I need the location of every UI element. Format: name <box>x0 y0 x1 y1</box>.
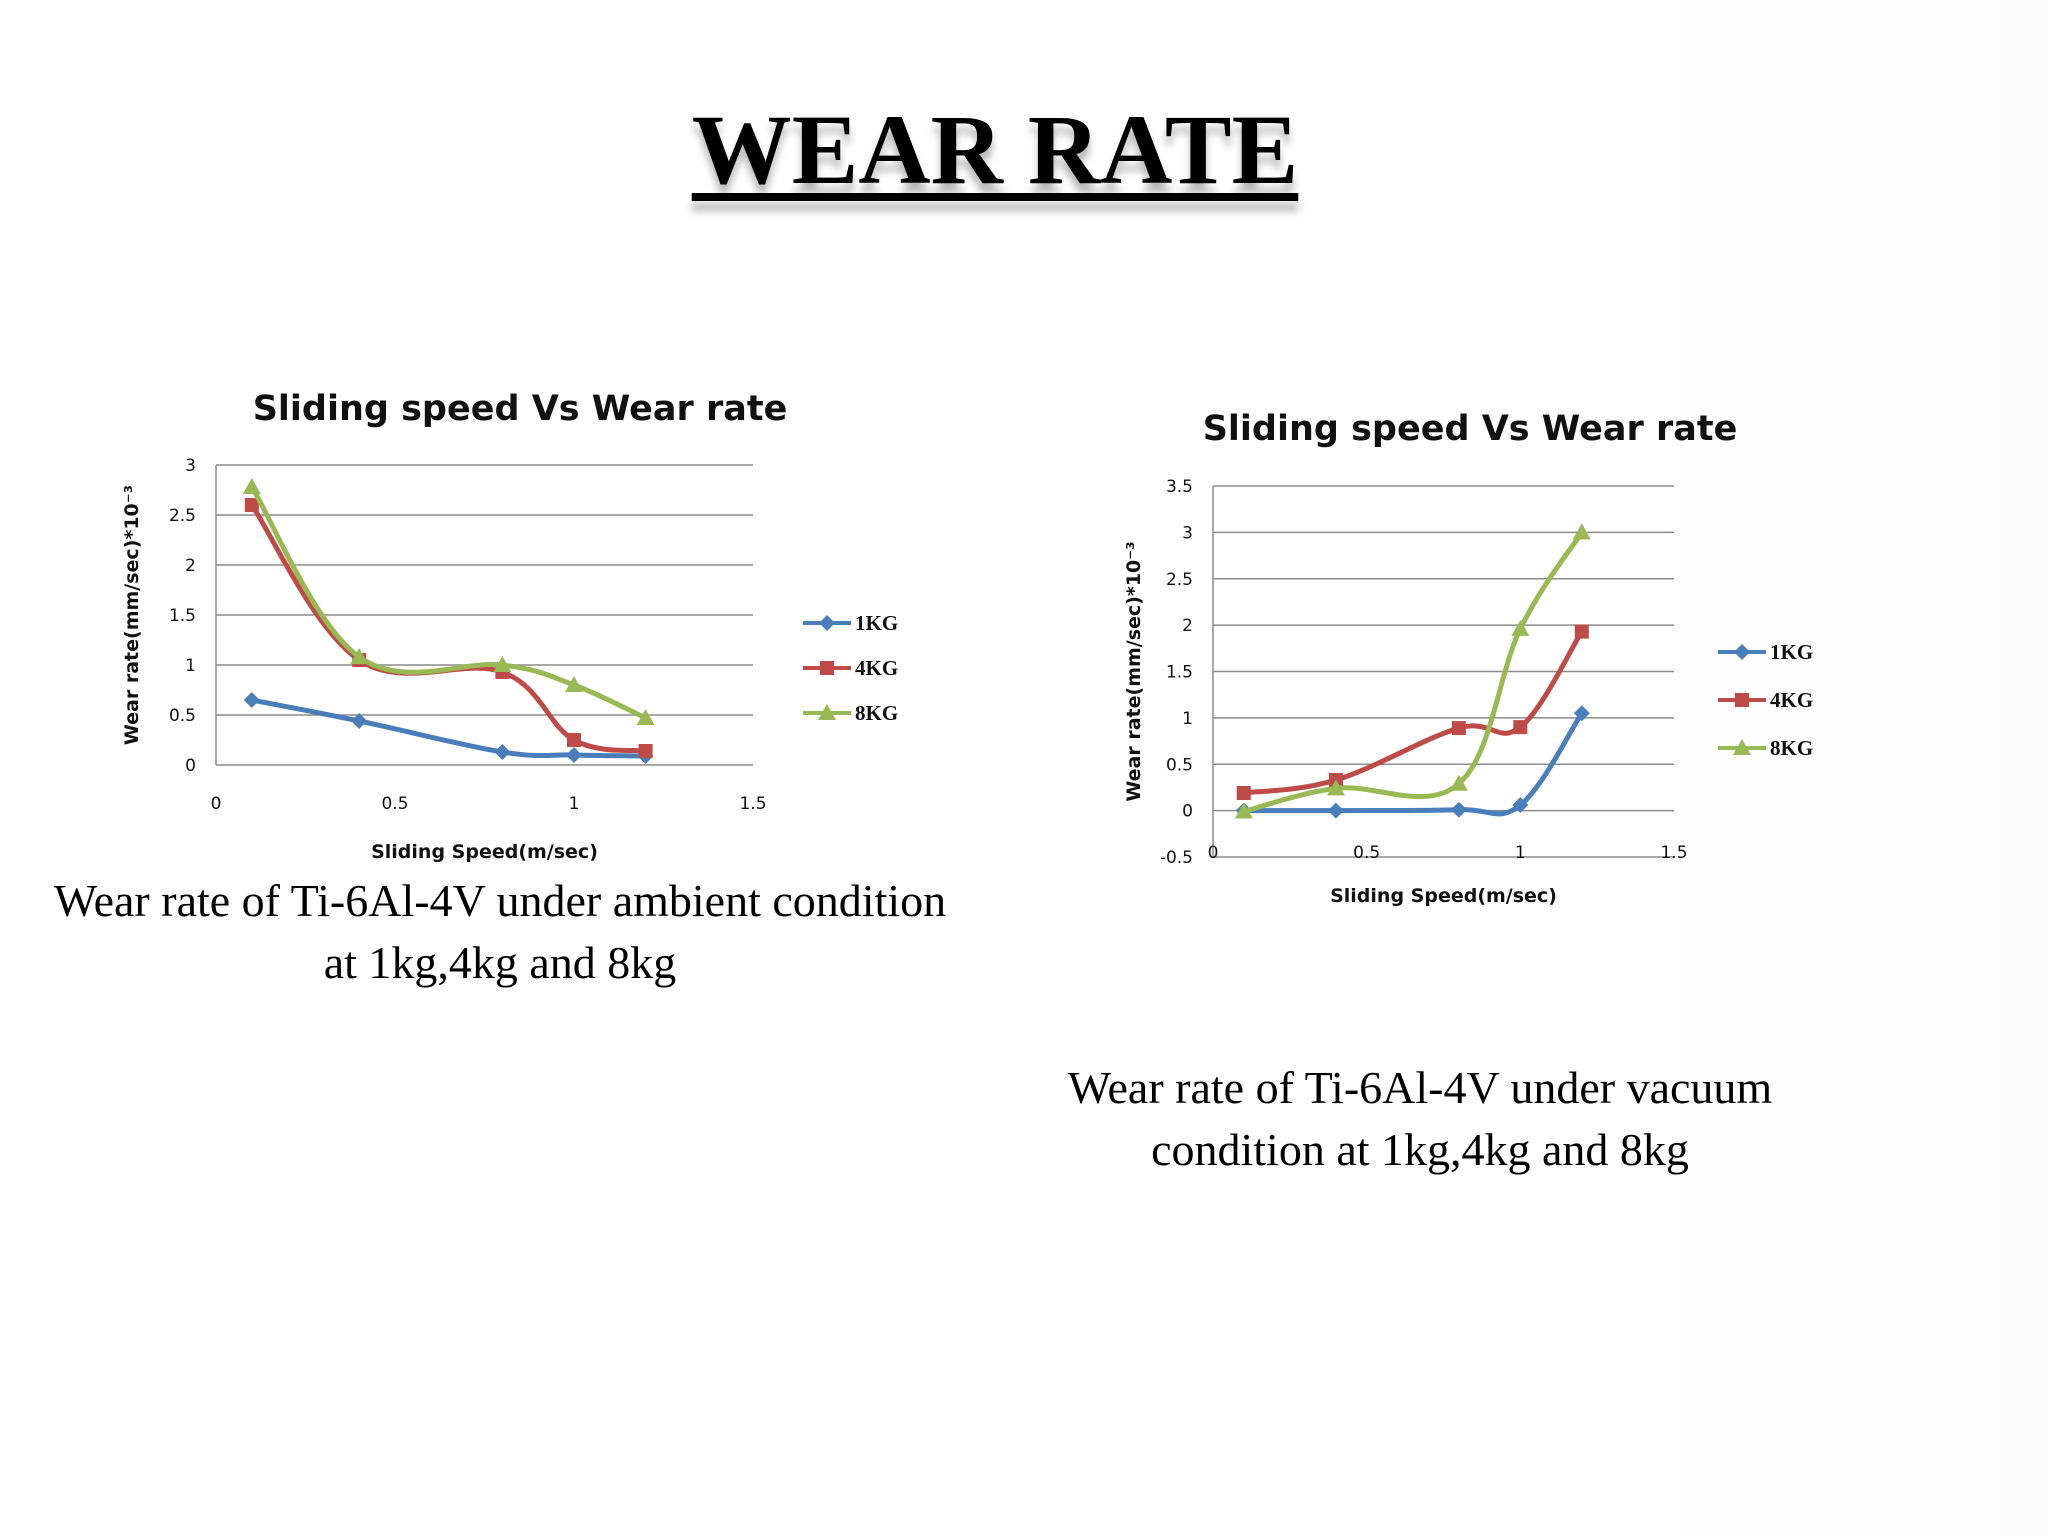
vacuum-point-8kg <box>1234 802 1253 819</box>
ambient-series-8kg <box>242 478 655 725</box>
ambient-line-1kg <box>249 697 649 759</box>
ambient-y-tick-label: 0.5 <box>169 706 196 726</box>
ambient-legend-item-4kg: 4KG <box>803 656 898 680</box>
ambient-point-8kg <box>242 478 261 494</box>
vacuum-x-tick-label: 0 <box>1208 843 1219 863</box>
ambient-y-axis-title: Wear rate(mm/sec)*10⁻³ <box>121 485 143 745</box>
ambient-point-4kg <box>567 733 581 747</box>
vacuum-line-4kg <box>1241 629 1585 796</box>
vacuum-x-tick-label: 0.5 <box>1353 843 1380 863</box>
vacuum-y-tick-label: 0 <box>1182 802 1193 822</box>
vacuum-y-tick-label: 3.5 <box>1166 477 1193 497</box>
vacuum-title: Sliding speed Vs Wear rate <box>1203 409 1738 449</box>
ambient-series-4kg <box>244 498 653 758</box>
vacuum-y-tick-label: 1 <box>1182 709 1193 729</box>
ambient-y-tick-label: 2 <box>185 556 196 576</box>
chart-ambient: Sliding speed Vs Wear rate 0 0.5 1 1.5 2 2.5 3 0… <box>121 389 898 863</box>
vacuum-point-4kg <box>1513 720 1528 735</box>
ambient-x-tick-label: 0.5 <box>381 794 408 814</box>
vacuum-line-8kg <box>1241 529 1585 815</box>
ambient-y-tick-label: 3 <box>185 456 196 476</box>
ambient-x-axis-title: Sliding Speed(m/sec) <box>371 841 598 863</box>
caption-ambient: Wear rate of Ti-6Al-4V under ambient con… <box>53 875 947 988</box>
vacuum-series-4kg <box>1236 624 1589 801</box>
vacuum-point-4kg <box>1451 721 1466 736</box>
chart-vacuum: Sliding speed Vs Wear rate -0.5 0 0.5 1 1.5 2 2… <box>1123 409 1813 907</box>
vacuum-point-1kg <box>1573 705 1590 722</box>
ambient-y-tick-label: 1.5 <box>169 606 196 626</box>
ambient-point-1kg <box>351 713 368 729</box>
ambient-y-tick-label: 0 <box>185 756 196 776</box>
ambient-legend-marker <box>819 615 835 631</box>
ambient-x-tick-label: 1.5 <box>739 794 766 814</box>
ambient-line-4kg <box>249 502 649 754</box>
vacuum-legend-marker <box>1734 644 1750 660</box>
caption-vacuum: Wear rate of Ti-6Al-4V under vacuum cond… <box>1067 1062 1773 1175</box>
ambient-legend-label: 8KG <box>855 701 898 725</box>
ambient-legend-label: 1KG <box>855 611 898 635</box>
vacuum-x-tick-label: 1.5 <box>1660 843 1687 863</box>
vacuum-point-1kg <box>1450 801 1467 818</box>
vacuum-y-tick-label: 1.5 <box>1166 663 1193 683</box>
ambient-line-8kg <box>249 484 649 721</box>
vacuum-point-1kg <box>1327 802 1344 819</box>
vacuum-legend-item-4kg: 4KG <box>1718 688 1813 712</box>
vacuum-legend-marker <box>1735 693 1749 707</box>
vacuum-point-8kg <box>1326 779 1345 796</box>
vacuum-series-1kg <box>1235 705 1590 819</box>
vacuum-legend-item-1kg: 1KG <box>1718 640 1813 664</box>
ambient-legend-label: 4KG <box>855 656 898 680</box>
ambient-legend-item-8kg: 8KG <box>803 701 898 725</box>
ambient-point-8kg <box>493 656 512 672</box>
slide-title: WEAR RATE <box>691 94 1299 205</box>
ambient-point-4kg <box>638 744 653 758</box>
ambient-point-1kg <box>494 744 511 760</box>
ambient-point-8kg <box>636 709 655 725</box>
ambient-title: Sliding speed Vs Wear rate <box>253 389 788 429</box>
vacuum-y-axis-title: Wear rate(mm/sec)*10⁻³ <box>1123 541 1145 801</box>
vacuum-x-tick-label: 1 <box>1515 843 1526 863</box>
ambient-x-tick-label: 0 <box>211 794 222 814</box>
ambient-x-tick-label: 1 <box>569 794 580 814</box>
vacuum-legend-item-8kg: 8KG <box>1718 736 1813 760</box>
vacuum-x-axis-title: Sliding Speed(m/sec) <box>1330 885 1557 907</box>
vacuum-point-8kg <box>1572 523 1591 540</box>
ambient-point-8kg <box>565 676 583 692</box>
ambient-point-8kg <box>350 648 369 664</box>
ambient-point-4kg <box>244 498 259 512</box>
vacuum-y-tick-label: 2 <box>1182 616 1193 636</box>
vacuum-point-8kg <box>1449 774 1468 791</box>
ambient-point-1kg <box>243 692 260 708</box>
ambient-legend-marker <box>820 661 834 675</box>
ambient-legend-marker <box>818 704 836 720</box>
vacuum-y-tick-label: 2.5 <box>1166 570 1193 590</box>
vacuum-legend-label: 8KG <box>1770 736 1813 760</box>
ambient-series-1kg <box>243 692 654 764</box>
vacuum-point-1kg <box>1512 797 1529 814</box>
vacuum-series-8kg <box>1234 523 1591 819</box>
vacuum-legend-label: 1KG <box>1770 640 1813 664</box>
vacuum-y-tick-label: 0.5 <box>1166 755 1193 775</box>
ambient-y-tick-label: 1 <box>185 656 196 676</box>
ambient-point-1kg <box>566 747 582 763</box>
vacuum-legend-marker <box>1733 739 1751 755</box>
vacuum-y-tick-label: -0.5 <box>1160 848 1193 868</box>
ambient-y-tick-label: 2.5 <box>169 506 196 526</box>
vacuum-legend-label: 4KG <box>1770 688 1813 712</box>
ambient-legend-item-1kg: 1KG <box>803 611 898 635</box>
vacuum-point-4kg <box>1574 624 1589 639</box>
vacuum-point-8kg <box>1511 619 1530 636</box>
vacuum-y-tick-label: 3 <box>1182 523 1193 543</box>
vacuum-point-4kg <box>1236 786 1251 801</box>
